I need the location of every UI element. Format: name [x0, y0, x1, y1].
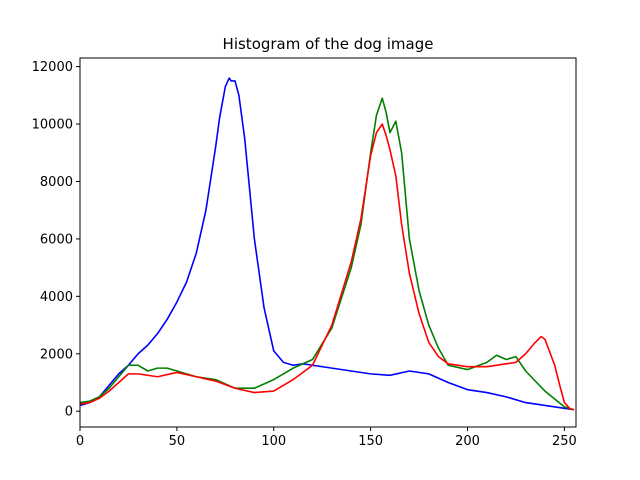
x-tick-label: 50 [169, 434, 186, 449]
y-tick-label: 10000 [32, 118, 73, 133]
x-tick-label: 250 [552, 434, 577, 449]
series-layer [79, 77, 575, 411]
series-line-0 [79, 77, 575, 411]
series-line-1 [79, 97, 575, 411]
y-tick-label: 12000 [32, 60, 73, 75]
y-tick-label: 4000 [40, 290, 73, 305]
x-tick-label: 0 [76, 434, 84, 449]
y-tick-label: 8000 [40, 175, 73, 190]
y-tick-label: 2000 [40, 347, 73, 362]
series-line-2 [79, 123, 575, 411]
plot-frame [79, 57, 577, 428]
ticks-layer: 0 50 100 150 200 250 0 2000 4000 6000 8000 10000 120… [32, 60, 577, 449]
x-tick-label: 100 [261, 434, 286, 449]
y-tick-label: 6000 [40, 232, 73, 247]
y-tick-label: 0 [65, 405, 73, 420]
chart-title: Histogram of the dog image [223, 35, 434, 53]
x-tick-label: 150 [358, 434, 383, 449]
x-tick-label: 200 [455, 434, 480, 449]
